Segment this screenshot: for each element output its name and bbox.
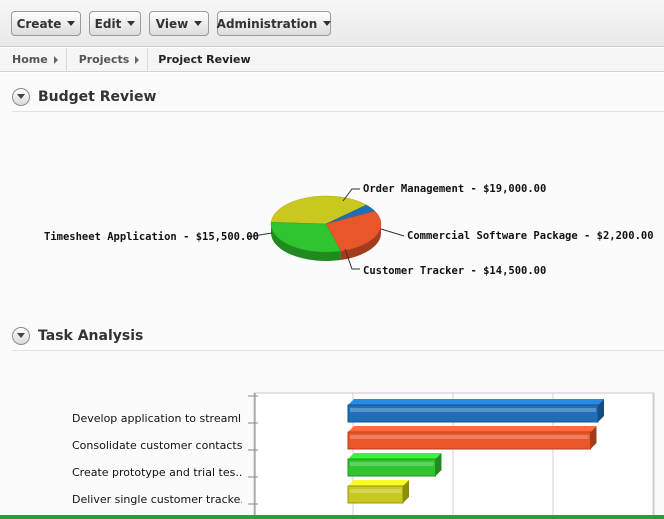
- toolbar: Create Edit View Administration: [0, 0, 664, 47]
- task-bar-side: [403, 480, 409, 503]
- task-bar-side: [590, 426, 597, 449]
- chevron-down-icon: [194, 21, 203, 26]
- task-bar[interactable]: [347, 458, 436, 477]
- pie-slice-side: [340, 224, 381, 260]
- budget-review-title: Budget Review: [38, 88, 157, 105]
- breadcrumb: Home Projects Project Review: [0, 47, 664, 72]
- pie-leader-line: [246, 232, 273, 238]
- task-bar[interactable]: [347, 431, 591, 450]
- task-bar-top: [348, 399, 604, 405]
- pie-label-commercial-software: Commercial Software Package - $2,200.00: [407, 230, 654, 242]
- task-bar[interactable]: [347, 404, 599, 423]
- task-bar-top: [348, 453, 442, 459]
- breadcrumb-home-label: Home: [12, 53, 48, 66]
- task-label: Deliver single customer tracke...: [72, 493, 242, 506]
- task-bar-side: [435, 453, 442, 476]
- task-bar-highlight: [350, 462, 434, 466]
- pie-slice-side: [271, 224, 341, 261]
- create-label: Create: [16, 16, 62, 31]
- collapse-toggle-budget[interactable]: [12, 87, 30, 106]
- chevron-down-icon: [17, 94, 25, 99]
- pie-label-order-management: Order Management - $19,000.00: [363, 183, 547, 195]
- pie-label-customer-tracker: Customer Tracker - $14,500.00: [363, 265, 547, 277]
- budget-review-header: Budget Review: [12, 82, 664, 112]
- chevron-down-icon: [323, 21, 332, 26]
- breadcrumb-projects[interactable]: Projects: [67, 47, 149, 72]
- pie-slice[interactable]: [270, 195, 367, 225]
- chevron-down-icon: [17, 333, 25, 338]
- pie-leader-line: [380, 228, 405, 237]
- create-menu-button[interactable]: Create: [11, 11, 81, 36]
- view-menu-button[interactable]: View: [149, 11, 209, 36]
- pie-slice[interactable]: [325, 210, 382, 252]
- chevron-right-icon: [53, 55, 58, 64]
- chevron-right-icon: [135, 55, 140, 64]
- view-label: View: [155, 16, 189, 31]
- task-bar-chart: [248, 392, 655, 519]
- edit-menu-button[interactable]: Edit: [89, 11, 141, 36]
- task-analysis-title: Task Analysis: [38, 327, 144, 344]
- chevron-down-icon: [67, 21, 76, 26]
- breadcrumb-projects-label: Projects: [78, 53, 130, 66]
- pie-label-timesheet: Timesheet Application - $15,500.00: [44, 231, 259, 243]
- task-bar-highlight: [350, 435, 589, 439]
- breadcrumb-home[interactable]: Home: [0, 47, 67, 72]
- budget-pie-chart: [246, 188, 405, 270]
- window-bottom-edge: [0, 515, 664, 519]
- pie-slice[interactable]: [270, 221, 341, 253]
- chevron-down-icon: [127, 21, 136, 26]
- task-bar-highlight: [350, 489, 401, 493]
- edit-label: Edit: [94, 16, 122, 31]
- administration-label: Administration: [216, 16, 318, 31]
- task-bar-top: [348, 426, 597, 432]
- administration-menu-button[interactable]: Administration: [216, 11, 332, 36]
- task-bar-top: [348, 480, 409, 486]
- main-content: Budget Review Order Management - $19,000…: [0, 73, 664, 519]
- task-label: Create prototype and trial tes...: [72, 466, 242, 479]
- task-analysis-header: Task Analysis: [12, 321, 664, 351]
- task-label: Develop application to streaml...: [72, 412, 242, 425]
- task-label: Consolidate customer contacts ...: [72, 439, 242, 452]
- task-bar-side: [598, 399, 604, 422]
- breadcrumb-current: Project Review: [158, 53, 251, 66]
- task-bar[interactable]: [347, 485, 404, 504]
- pie-leader-line: [344, 248, 360, 270]
- collapse-toggle-tasks[interactable]: [12, 326, 30, 345]
- pie-leader-line: [342, 188, 360, 202]
- task-bar-highlight: [350, 408, 596, 412]
